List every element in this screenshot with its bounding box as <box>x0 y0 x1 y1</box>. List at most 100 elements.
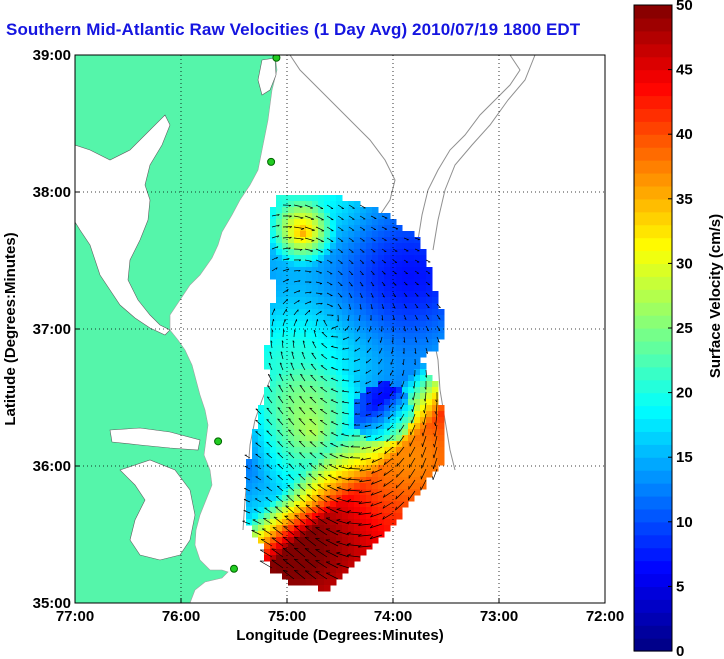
velocity-cell <box>288 285 295 292</box>
velocity-cell <box>300 327 307 334</box>
velocity-cell <box>348 339 355 346</box>
velocity-cell <box>348 345 355 352</box>
velocity-cell <box>336 255 343 262</box>
velocity-cell <box>282 333 289 340</box>
velocity-cell <box>270 339 277 346</box>
velocity-vector-head <box>360 296 363 298</box>
velocity-cell <box>372 255 379 262</box>
velocity-vector-head <box>294 329 296 332</box>
velocity-cell <box>390 459 397 466</box>
velocity-cell <box>360 297 367 304</box>
velocity-cell <box>336 435 343 442</box>
velocity-vector <box>282 258 290 261</box>
velocity-cell <box>288 369 295 376</box>
velocity-vector <box>358 523 372 526</box>
velocity-cell <box>366 465 373 472</box>
velocity-cell <box>372 219 379 226</box>
velocity-cell <box>300 309 307 316</box>
velocity-cell <box>258 507 265 514</box>
velocity-vector <box>422 424 427 437</box>
velocity-cell <box>396 465 403 472</box>
velocity-cell <box>378 495 385 502</box>
velocity-cell <box>354 279 361 286</box>
velocity-cell <box>330 345 337 352</box>
velocity-cell <box>324 297 331 304</box>
velocity-cell <box>384 423 391 430</box>
velocity-vector-head <box>268 362 271 365</box>
velocity-vector <box>298 473 306 481</box>
velocity-cell <box>282 345 289 352</box>
velocity-vector <box>304 537 317 547</box>
velocity-cell <box>354 339 361 346</box>
velocity-cell <box>360 333 367 340</box>
velocity-cell <box>378 429 385 436</box>
velocity-vector-head <box>433 422 436 427</box>
velocity-cell <box>324 579 331 586</box>
velocity-cell <box>330 489 337 496</box>
velocity-vector-head <box>268 373 271 376</box>
velocity-cell <box>366 489 373 496</box>
velocity-cell <box>294 237 301 244</box>
velocity-cell <box>246 459 253 466</box>
velocity-cell <box>330 309 337 316</box>
velocity-cell <box>426 327 433 334</box>
velocity-cell <box>288 375 295 382</box>
velocity-cell <box>318 447 325 454</box>
velocity-cell <box>432 303 439 310</box>
velocity-cell <box>282 525 289 532</box>
velocity-cell <box>318 393 325 400</box>
velocity-cell <box>420 291 427 298</box>
velocity-cell <box>312 543 319 550</box>
velocity-vector <box>326 226 334 232</box>
velocity-cell <box>354 387 361 394</box>
velocity-vector <box>321 354 328 360</box>
velocity-vector <box>395 490 405 500</box>
velocity-cell <box>348 453 355 460</box>
velocity-cell <box>426 291 433 298</box>
velocity-cell <box>294 495 301 502</box>
velocity-vector-head <box>379 340 381 343</box>
velocity-cell <box>366 387 373 394</box>
velocity-cell <box>288 351 295 358</box>
velocity-cell <box>330 261 337 268</box>
velocity-vector-head <box>351 434 355 437</box>
velocity-cell <box>294 405 301 412</box>
velocity-cell <box>378 471 385 478</box>
velocity-cell <box>342 201 349 208</box>
velocity-cell <box>342 489 349 496</box>
velocity-cell <box>336 465 343 472</box>
velocity-cell <box>354 267 361 274</box>
velocity-vector-head <box>299 206 303 208</box>
velocity-vector <box>271 214 280 217</box>
velocity-vector-head <box>358 522 362 526</box>
velocity-cell <box>312 525 319 532</box>
velocity-vector <box>259 549 273 558</box>
velocity-cell <box>312 249 319 256</box>
velocity-cell <box>276 231 283 238</box>
velocity-cell <box>360 351 367 358</box>
velocity-vector <box>326 292 333 296</box>
velocity-cell <box>390 261 397 268</box>
velocity-cell <box>276 387 283 394</box>
velocity-cell <box>318 543 325 550</box>
velocity-vector-head <box>432 465 434 469</box>
velocity-cell <box>294 267 301 274</box>
velocity-cell <box>264 555 271 562</box>
velocity-cell <box>300 267 307 274</box>
velocity-cell <box>264 495 271 502</box>
velocity-cell <box>306 561 313 568</box>
velocity-vector-head <box>271 537 277 539</box>
velocity-cell <box>306 309 313 316</box>
velocity-cell <box>348 327 355 334</box>
velocity-cell <box>288 501 295 508</box>
velocity-vector-head <box>288 406 292 409</box>
velocity-vector <box>425 292 430 297</box>
velocity-cell <box>270 243 277 250</box>
velocity-cell <box>276 285 283 292</box>
velocity-vector-head <box>267 385 270 387</box>
velocity-cell <box>360 543 367 550</box>
velocity-cell <box>402 387 409 394</box>
velocity-cell <box>432 435 439 442</box>
velocity-vector-head <box>309 463 312 465</box>
velocity-cell <box>390 393 397 400</box>
